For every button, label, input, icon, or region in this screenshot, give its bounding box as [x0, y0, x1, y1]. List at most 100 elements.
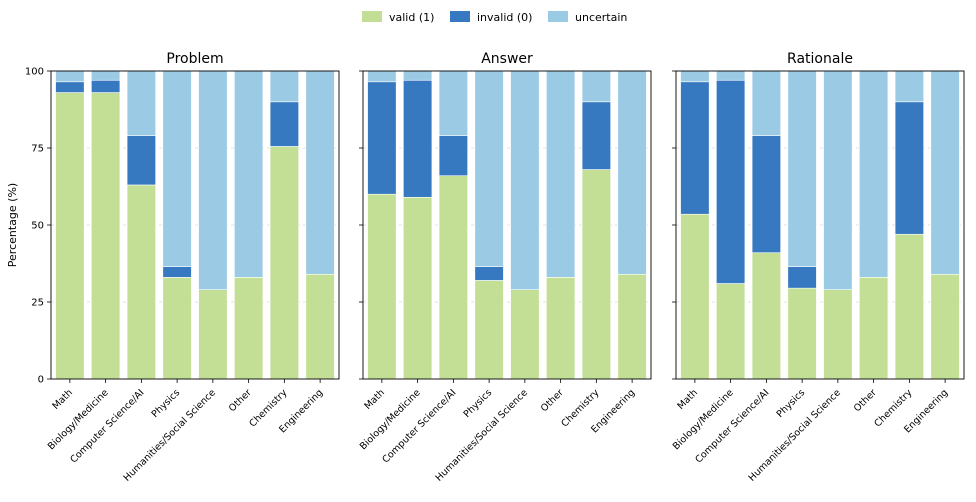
bar-humanities-social-science-uncertain [510, 70, 540, 290]
bar-other-uncertain [234, 70, 264, 278]
bar-math-invalid-0 [367, 81, 397, 195]
bar-engineering-uncertain [617, 70, 647, 275]
bar-math-uncertain [55, 70, 85, 83]
y-axis-label: Percentage (%) [6, 183, 19, 267]
bar-computer-science-ai-uncertain [438, 70, 468, 136]
bar-biology-medicine-invalid-0 [716, 79, 746, 284]
x-tick-label: Physics [462, 387, 495, 420]
panel-title: Rationale [787, 51, 853, 67]
bar-biology-medicine-valid-1 [716, 283, 746, 380]
bar-computer-science-ai-invalid-0 [751, 135, 781, 254]
y-tick-label: 100 [25, 67, 44, 78]
bar-computer-science-ai-valid-1 [438, 175, 468, 380]
bar-math-invalid-0 [680, 81, 710, 215]
bar-biology-medicine-invalid-0 [403, 79, 433, 198]
bar-physics-valid-1 [787, 287, 817, 380]
x-tick-label: Other [539, 387, 566, 414]
bar-computer-science-ai-valid-1 [126, 184, 156, 380]
legend-label: valid (1) [389, 11, 434, 24]
bar-engineering-valid-1 [305, 273, 335, 380]
legend-swatch [450, 11, 470, 22]
bar-physics-valid-1 [474, 280, 504, 380]
y-tick-label: 0 [38, 375, 44, 386]
bar-computer-science-ai-uncertain [126, 70, 156, 136]
x-tick-label: Other [227, 387, 254, 414]
bar-math-valid-1 [55, 92, 85, 380]
x-tick-label: Biology/Medicine [358, 387, 423, 452]
y-tick-label: 25 [31, 298, 44, 309]
bar-chemistry-invalid-0 [581, 101, 611, 170]
bar-chemistry-uncertain [581, 70, 611, 103]
bar-biology-medicine-valid-1 [403, 196, 433, 380]
bar-physics-valid-1 [162, 277, 192, 380]
bar-chemistry-valid-1 [269, 146, 299, 380]
bar-humanities-social-science-uncertain [198, 70, 228, 290]
bar-physics-uncertain [787, 70, 817, 267]
legend-label: invalid (0) [477, 11, 532, 24]
x-tick-label: Math [675, 387, 700, 412]
bar-physics-invalid-0 [787, 266, 817, 289]
legend-label: uncertain [575, 11, 627, 24]
bar-humanities-social-science-valid-1 [510, 289, 540, 380]
bar-other-valid-1 [546, 277, 576, 380]
x-tick-label: Computer Science/AI [68, 387, 146, 465]
legend-item-uncertain: uncertain [548, 11, 627, 24]
bar-biology-medicine-uncertain [91, 70, 121, 81]
bar-humanities-social-science-uncertain [823, 70, 853, 290]
bar-chemistry-uncertain [894, 70, 924, 103]
bar-humanities-social-science-valid-1 [198, 289, 228, 380]
bar-math-uncertain [680, 70, 710, 83]
bar-chemistry-valid-1 [894, 233, 924, 380]
bar-chemistry-invalid-0 [894, 101, 924, 235]
bar-other-valid-1 [859, 277, 889, 380]
bar-engineering-uncertain [930, 70, 960, 275]
x-tick-label: Math [362, 387, 387, 412]
bar-math-uncertain [367, 70, 397, 83]
bar-physics-invalid-0 [474, 266, 504, 281]
bar-math-valid-1 [367, 193, 397, 380]
bar-chemistry-uncertain [269, 70, 299, 103]
bar-math-invalid-0 [55, 81, 85, 93]
y-tick-label: 50 [31, 221, 44, 232]
bar-biology-medicine-uncertain [716, 70, 746, 81]
bar-biology-medicine-invalid-0 [91, 79, 121, 93]
bar-chemistry-valid-1 [581, 169, 611, 380]
bar-chemistry-invalid-0 [269, 101, 299, 147]
bar-physics-uncertain [474, 70, 504, 267]
legend-item-valid-1: valid (1) [362, 11, 434, 24]
bar-computer-science-ai-valid-1 [751, 252, 781, 380]
bar-computer-science-ai-uncertain [751, 70, 781, 136]
bar-engineering-uncertain [305, 70, 335, 275]
legend-item-invalid-0: invalid (0) [450, 11, 532, 24]
legend-swatch [362, 11, 382, 22]
x-tick-label: Other [852, 387, 879, 414]
bar-humanities-social-science-valid-1 [823, 289, 853, 380]
x-tick-label: Biology/Medicine [46, 387, 111, 452]
bar-computer-science-ai-invalid-0 [126, 135, 156, 186]
x-tick-label: Physics [150, 387, 183, 420]
bar-biology-medicine-uncertain [403, 70, 433, 81]
bar-physics-invalid-0 [162, 266, 192, 278]
panel-title: Answer [481, 51, 533, 67]
x-tick-label: Computer Science/AI [693, 387, 771, 465]
bar-computer-science-ai-invalid-0 [438, 135, 468, 177]
bar-other-uncertain [859, 70, 889, 278]
legend-swatch [548, 11, 568, 22]
bar-physics-uncertain [162, 70, 192, 267]
bar-other-uncertain [546, 70, 576, 278]
bar-other-valid-1 [234, 277, 264, 380]
x-tick-label: Biology/Medicine [671, 387, 736, 452]
x-tick-label: Physics [775, 387, 808, 420]
x-tick-label: Math [50, 387, 75, 412]
y-tick-label: 75 [31, 144, 44, 155]
bar-math-valid-1 [680, 213, 710, 380]
bar-engineering-valid-1 [930, 273, 960, 380]
bar-engineering-valid-1 [617, 273, 647, 380]
x-tick-label: Computer Science/AI [380, 387, 458, 465]
panel-title: Problem [166, 51, 223, 67]
